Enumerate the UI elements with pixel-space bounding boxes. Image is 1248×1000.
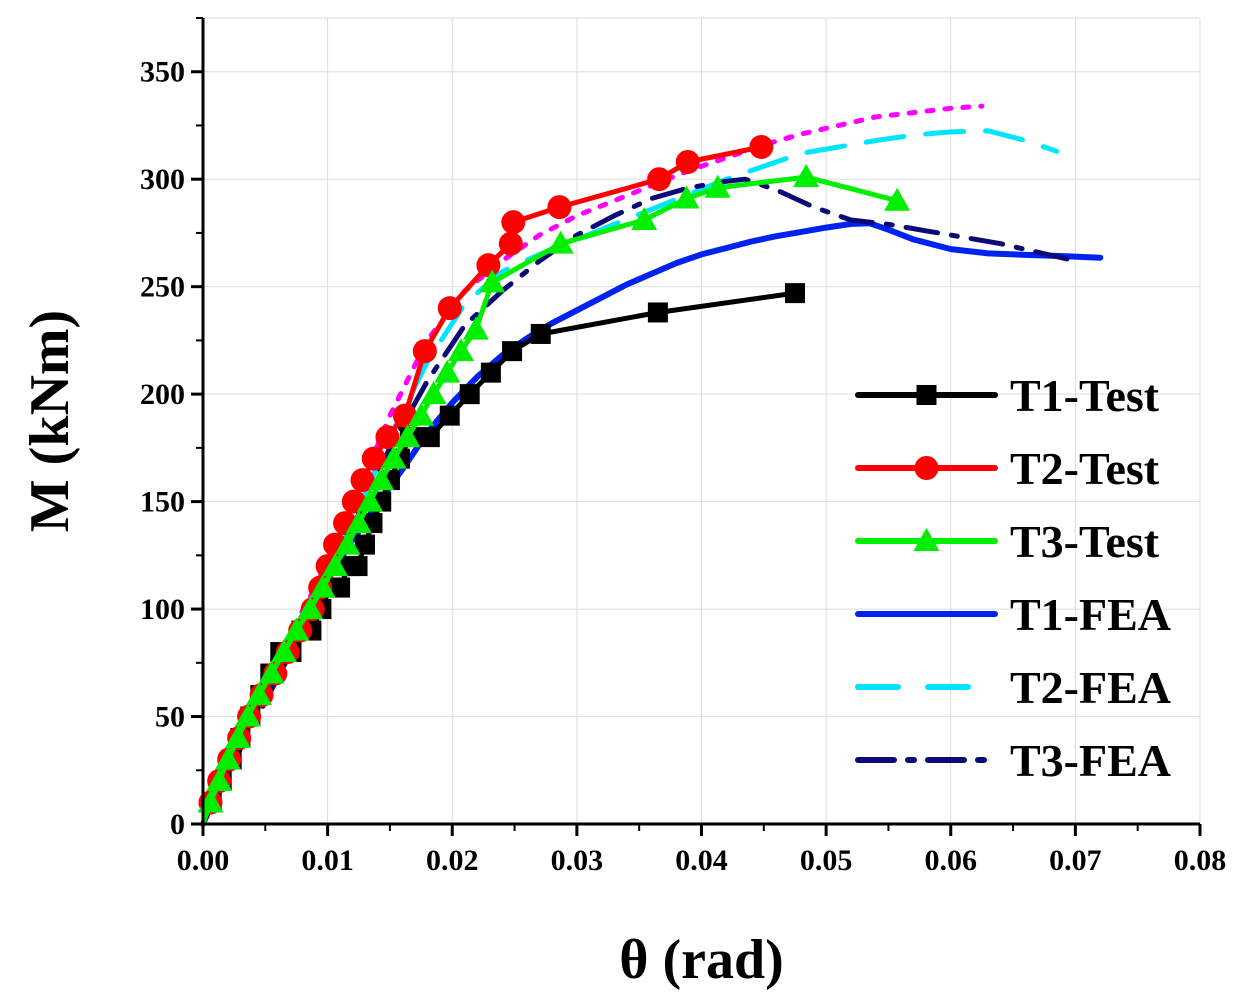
- y-tick-label: 50: [155, 701, 185, 734]
- data-point: [380, 445, 407, 469]
- data-point: [368, 467, 395, 491]
- data-point: [206, 768, 233, 792]
- data-point: [647, 302, 668, 323]
- legend-entry-t3-test: T3-Test: [855, 516, 1160, 567]
- data-point: [480, 362, 501, 383]
- data-point: [476, 253, 501, 278]
- y-tick-label: 100: [140, 593, 185, 626]
- ticks: 0.00 0.01 0.02 0.03 0.04 0.05 0.06 0.07 0.08 0 50 1…: [140, 17, 1227, 877]
- data-point: [704, 174, 731, 198]
- series-line: [200, 174, 900, 827]
- data-point: [345, 510, 372, 534]
- data-point: [224, 725, 251, 749]
- legend-label: T1-Test: [1010, 370, 1160, 421]
- x-axis-title: θ (rad): [619, 929, 784, 991]
- legend-marker: [913, 528, 940, 551]
- data-point: [547, 195, 572, 220]
- data-point: [501, 210, 526, 235]
- data-point: [502, 341, 523, 362]
- data-point: [631, 207, 658, 231]
- y-tick-label: 200: [140, 378, 185, 411]
- legend: T1-Test T2-Test T3-Test T1-FEA T2-FEA T3-FEA: [855, 370, 1171, 786]
- legend-entry-t1-fea: T1-FEA: [855, 589, 1171, 640]
- data-point: [350, 468, 375, 493]
- data-point: [283, 617, 310, 641]
- data-point: [356, 488, 383, 512]
- data-point: [673, 185, 700, 209]
- x-tick-label: 0.00: [177, 844, 230, 877]
- data-point: [309, 574, 336, 598]
- legend-label: T3-Test: [1010, 516, 1160, 567]
- y-tick-label: 300: [140, 163, 185, 196]
- data-point: [408, 402, 435, 426]
- data-point: [675, 150, 700, 175]
- data-point: [394, 424, 421, 448]
- legend-label: T1-FEA: [1010, 589, 1171, 640]
- data-point: [749, 134, 774, 159]
- data-point: [793, 164, 820, 188]
- y-tick-label: 350: [140, 56, 185, 89]
- y-tick-label: 150: [140, 486, 185, 519]
- data-point: [246, 682, 273, 706]
- y-tick-label: 250: [140, 271, 185, 304]
- legend-entry-t3-fea: T3-FEA: [855, 735, 1171, 786]
- data-point: [547, 230, 574, 254]
- x-tick-label: 0.07: [1049, 844, 1102, 877]
- data-point: [214, 746, 241, 770]
- x-tick-label: 0.04: [675, 844, 728, 877]
- data-point: [412, 339, 437, 364]
- legend-entry-t2-test: T2-Test: [855, 443, 1160, 494]
- data-point: [420, 381, 447, 405]
- data-point: [375, 425, 400, 450]
- data-point: [434, 359, 461, 383]
- data-point: [462, 316, 489, 340]
- y-axis-title: M (kNm): [19, 310, 81, 532]
- data-point: [459, 384, 480, 405]
- series-t2-test: [198, 134, 774, 827]
- data-point: [498, 231, 523, 256]
- x-tick-label: 0.06: [925, 844, 978, 877]
- x-tick-label: 0.01: [301, 844, 354, 877]
- data-point: [297, 596, 324, 620]
- series-line: [200, 144, 764, 827]
- data-point: [437, 296, 462, 321]
- x-tick-label: 0.03: [551, 844, 604, 877]
- series-layer: [197, 103, 1104, 827]
- y-tick-label: 0: [170, 808, 185, 841]
- legend-label: T2-FEA: [1010, 662, 1171, 713]
- data-point: [479, 269, 506, 293]
- data-point: [447, 338, 474, 362]
- legend-marker: [916, 385, 937, 405]
- data-point: [361, 446, 386, 471]
- data-point: [330, 577, 351, 598]
- legend-entry-t2-fea: T2-FEA: [855, 662, 1171, 713]
- x-tick-label: 0.05: [800, 844, 853, 877]
- data-point: [347, 556, 368, 577]
- series-t3-test: [197, 164, 911, 827]
- data-point: [884, 187, 911, 211]
- legend-entry-t1-test: T1-Test: [855, 370, 1160, 421]
- data-point: [334, 531, 361, 555]
- data-point: [355, 534, 376, 555]
- data-point: [647, 167, 672, 192]
- data-point: [439, 405, 460, 426]
- data-point: [419, 427, 440, 448]
- x-tick-label: 0.02: [426, 844, 479, 877]
- legend-marker: [914, 456, 939, 480]
- data-point: [234, 703, 261, 727]
- legend-label: T3-FEA: [1010, 735, 1171, 786]
- x-tick-label: 0.08: [1174, 844, 1227, 877]
- series-t1-test: [200, 283, 805, 827]
- data-point: [784, 283, 805, 304]
- data-point: [530, 323, 551, 344]
- data-point: [258, 660, 285, 684]
- data-point: [271, 639, 298, 663]
- data-point: [322, 553, 349, 577]
- legend-label: T2-Test: [1010, 443, 1160, 494]
